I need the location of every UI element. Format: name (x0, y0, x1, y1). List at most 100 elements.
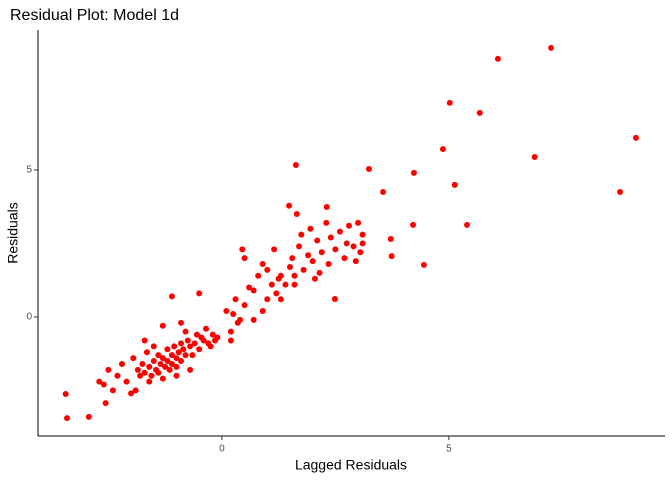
point (255, 272, 262, 279)
point (439, 146, 446, 153)
point (62, 390, 69, 397)
point (105, 366, 112, 373)
point (137, 372, 144, 379)
point (164, 346, 171, 353)
point (230, 310, 237, 317)
point (289, 255, 296, 262)
point (123, 378, 130, 385)
point (148, 372, 155, 379)
point (143, 349, 150, 356)
point (307, 225, 314, 232)
point (239, 246, 246, 253)
point (286, 263, 293, 270)
point (305, 252, 312, 259)
point (109, 387, 116, 394)
point (141, 337, 148, 344)
point (264, 266, 271, 273)
point (380, 188, 387, 195)
point (132, 387, 139, 394)
point (323, 219, 330, 226)
point (223, 308, 230, 315)
point (410, 169, 417, 176)
point (291, 281, 298, 288)
point (311, 275, 318, 282)
point (162, 363, 169, 370)
point (494, 55, 501, 62)
point (259, 261, 266, 268)
point (114, 372, 121, 379)
point (100, 381, 107, 388)
point (202, 325, 209, 332)
point (298, 231, 305, 238)
point (388, 253, 395, 260)
point (232, 296, 239, 303)
point (323, 203, 330, 210)
point (277, 296, 284, 303)
point (410, 221, 417, 228)
point (346, 222, 353, 229)
point (352, 258, 359, 265)
x-axis-label: Lagged Residuals (295, 457, 407, 473)
point (227, 328, 234, 335)
point (85, 413, 92, 420)
x-tick-label: 5 (446, 444, 452, 455)
point (191, 340, 198, 347)
point (250, 287, 257, 294)
point (246, 284, 253, 291)
point (341, 255, 348, 262)
point (175, 349, 182, 356)
point (476, 109, 483, 116)
point (193, 331, 200, 338)
point (209, 331, 216, 338)
point (159, 355, 166, 362)
point (139, 360, 146, 367)
point (182, 352, 189, 359)
point (296, 243, 303, 250)
point (96, 378, 103, 385)
point (118, 360, 125, 367)
point (141, 369, 148, 376)
point (155, 352, 162, 359)
point (146, 378, 153, 385)
point (300, 266, 307, 273)
y-tick-label: 0 (26, 312, 32, 323)
point (241, 255, 248, 262)
point (359, 231, 366, 238)
point (617, 188, 624, 195)
point (102, 400, 109, 407)
point (168, 293, 175, 300)
point (150, 343, 157, 350)
point (159, 375, 166, 382)
point (200, 337, 207, 344)
y-axis-label: Residuals (5, 202, 21, 263)
point (451, 181, 458, 188)
point (178, 319, 185, 326)
point (275, 275, 282, 282)
point (318, 249, 325, 256)
point (271, 246, 278, 253)
point (178, 340, 185, 347)
point (336, 228, 343, 235)
point (207, 343, 214, 350)
point (446, 99, 453, 106)
point (159, 322, 166, 329)
point (259, 308, 266, 315)
point (355, 219, 362, 226)
point (128, 390, 135, 397)
point (173, 363, 180, 370)
point (250, 316, 257, 323)
point (325, 261, 332, 268)
point (168, 360, 175, 367)
point (548, 44, 555, 51)
point (531, 154, 538, 161)
point (173, 355, 180, 362)
point (171, 343, 178, 350)
point (196, 290, 203, 297)
point (314, 237, 321, 244)
point (316, 269, 323, 276)
point (268, 281, 275, 288)
point (293, 211, 300, 218)
point (332, 246, 339, 253)
point (286, 202, 293, 209)
